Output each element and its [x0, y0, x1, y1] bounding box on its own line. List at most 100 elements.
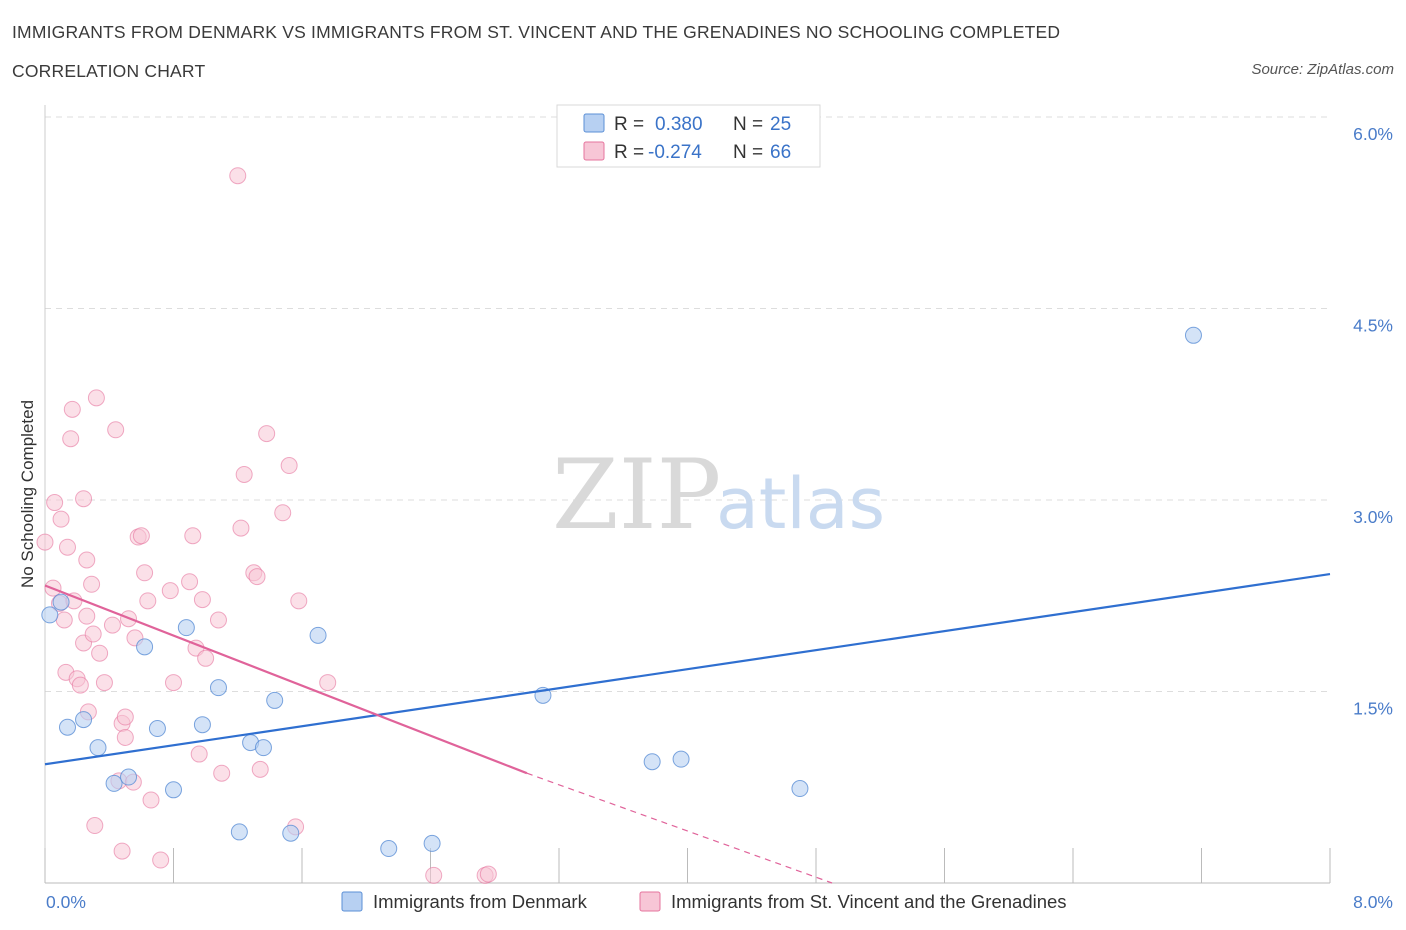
denmark-point-13 — [230, 823, 248, 841]
st-vincent-point-29 — [116, 728, 134, 746]
source-note: Source: ZipAtlas.com — [1251, 61, 1394, 78]
st-vincent-trend-extension — [526, 772, 833, 884]
st-vincent-point-8 — [62, 430, 80, 448]
denmark-point-24 — [791, 780, 809, 798]
bottom-legend-swatch-st-vincent — [639, 891, 661, 912]
watermark-zip: ZIP — [552, 439, 721, 551]
denmark-point-7 — [136, 638, 154, 656]
legend-n-value-denmark: 25 — [770, 114, 791, 135]
denmark-point-6 — [120, 768, 138, 786]
denmark-point-12 — [209, 679, 227, 697]
st-vincent-point-0 — [36, 533, 54, 551]
st-vincent-point-41 — [165, 674, 182, 692]
st-vincent-point-37 — [139, 592, 157, 610]
denmark-point-4 — [89, 739, 107, 757]
st-vincent-trend-line — [44, 584, 528, 775]
st-vincent-point-12 — [71, 676, 89, 694]
st-vincent-point-5 — [55, 611, 73, 629]
denmark-point-20 — [423, 834, 441, 852]
st-vincent-point-47 — [197, 649, 215, 667]
bottom-legend-label-st-vincent: Immigrants from St. Vincent and the Gren… — [671, 891, 1067, 912]
watermark-atlas: atlas — [716, 463, 885, 545]
denmark-point-15 — [254, 739, 272, 757]
st-vincent-point-64 — [229, 167, 247, 185]
denmark-point-19 — [380, 840, 398, 858]
st-vincent-point-45 — [190, 745, 208, 763]
denmark-point-17 — [282, 824, 300, 842]
st-vincent-point-16 — [78, 551, 96, 569]
series-legend: Immigrants from Denmark Immigrants from … — [341, 891, 1067, 912]
st-vincent-point-60 — [319, 674, 337, 692]
trend-lines — [44, 572, 1331, 884]
denmark-point-23 — [672, 750, 690, 768]
denmark-point-9 — [165, 781, 182, 799]
st-vincent-point-4 — [52, 510, 70, 528]
denmark-point-3 — [75, 711, 93, 729]
st-vincent-point-30 — [116, 708, 134, 726]
legend-r-value-denmark: 0.380 — [655, 114, 703, 135]
x-tick-labels: 0.0% 8.0% — [46, 892, 1393, 912]
y-tick-label-1: 3.0% — [1353, 507, 1393, 527]
bottom-legend-swatch-denmark — [341, 891, 363, 912]
denmark-point-8 — [148, 720, 166, 738]
legend-swatch-st-vincent — [583, 141, 605, 161]
st-vincent-point-28 — [113, 842, 131, 860]
st-vincent-point-9 — [63, 400, 81, 418]
st-vincent-point-15 — [78, 607, 96, 625]
st-vincent-point-23 — [95, 674, 113, 692]
legend-r-label-st-vincent: R = — [614, 142, 644, 163]
axes — [44, 105, 1331, 884]
legend-swatch-denmark — [583, 113, 605, 133]
st-vincent-point-21 — [87, 389, 105, 407]
st-vincent-point-18 — [83, 575, 101, 593]
st-vincent-point-49 — [213, 764, 231, 782]
st-vincent-point-63 — [479, 865, 497, 883]
y-axis-label: No Schooling Completed — [18, 400, 37, 588]
y-tick-labels: 1.5% 3.0% 4.5% 6.0% — [1353, 124, 1393, 719]
denmark-point-22 — [643, 753, 661, 771]
chart-subtitle: CORRELATION CHART — [12, 61, 206, 81]
y-tick-label-3: 6.0% — [1353, 124, 1393, 144]
denmark-point-0 — [41, 606, 59, 624]
legend-n-label-denmark: N = — [733, 114, 763, 135]
st-vincent-point-2 — [46, 494, 64, 512]
legend-r-value-st-vincent: -0.274 — [648, 142, 702, 163]
bottom-legend-label-denmark: Immigrants from Denmark — [373, 891, 588, 912]
denmark-point-2 — [58, 718, 76, 736]
denmark-point-25 — [1184, 326, 1202, 344]
st-vincent-point-53 — [248, 568, 266, 586]
correlation-legend: R = 0.380 N = 25 R = -0.274 N = 66 — [556, 104, 821, 168]
st-vincent-point-55 — [258, 425, 276, 443]
st-vincent-point-61 — [425, 866, 443, 884]
denmark-point-5 — [105, 774, 123, 792]
x-tick-label-0: 0.0% — [46, 892, 86, 912]
legend-n-label-st-vincent: N = — [733, 142, 763, 163]
st-vincent-point-24 — [103, 616, 121, 634]
st-vincent-point-51 — [235, 465, 253, 483]
series-st-vincent-points — [36, 167, 497, 884]
st-vincent-point-50 — [232, 519, 250, 537]
st-vincent-point-22 — [91, 644, 109, 662]
st-vincent-point-7 — [58, 538, 76, 556]
st-vincent-point-25 — [107, 421, 125, 439]
st-vincent-point-36 — [136, 564, 154, 582]
st-vincent-point-42 — [181, 573, 199, 591]
st-vincent-point-38 — [142, 791, 160, 809]
denmark-point-18 — [309, 626, 327, 644]
y-tick-label-2: 4.5% — [1353, 316, 1393, 336]
st-vincent-point-35 — [132, 527, 150, 545]
series-denmark-points — [41, 326, 1202, 858]
chart-title: IMMIGRANTS FROM DENMARK VS IMMIGRANTS FR… — [12, 22, 1061, 42]
st-vincent-point-40 — [161, 582, 179, 600]
st-vincent-point-56 — [274, 504, 292, 522]
st-vincent-point-43 — [184, 527, 202, 545]
st-vincent-point-57 — [280, 457, 298, 475]
st-vincent-point-20 — [86, 817, 104, 835]
st-vincent-point-59 — [290, 592, 308, 610]
legend-r-label-denmark: R = — [614, 114, 644, 135]
gridlines — [45, 116, 1330, 692]
y-tick-label-0: 1.5% — [1353, 699, 1393, 719]
st-vincent-point-54 — [251, 760, 269, 778]
st-vincent-point-39 — [152, 851, 170, 869]
